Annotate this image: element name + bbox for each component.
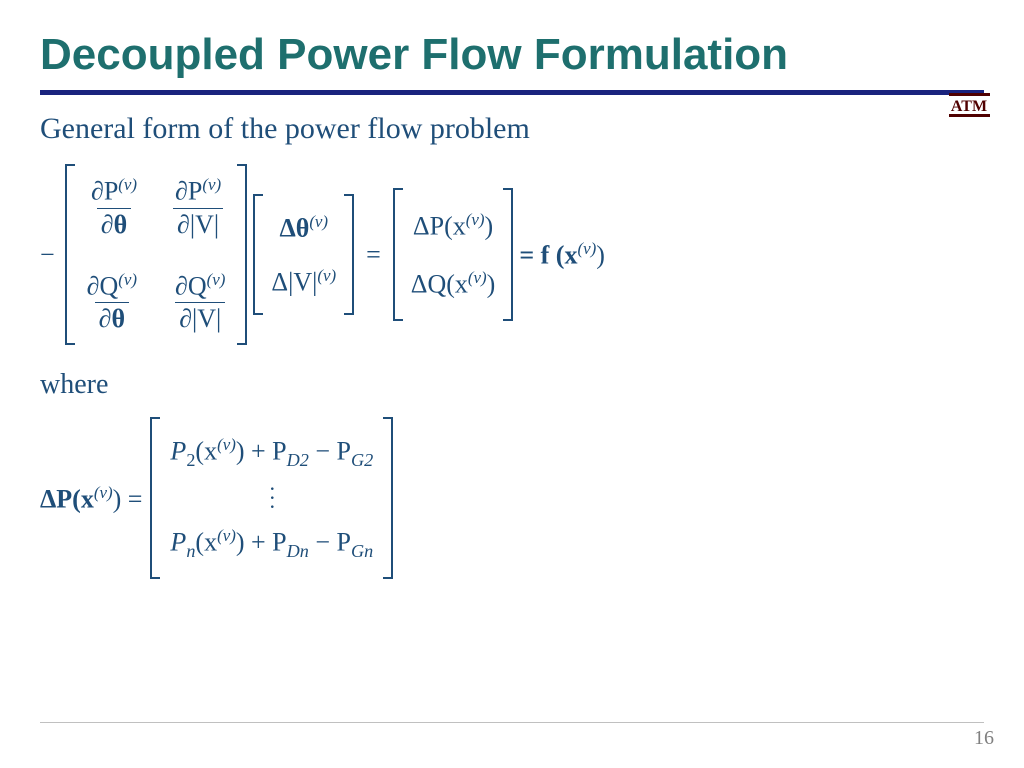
slide-title: Decoupled Power Flow Formulation bbox=[0, 0, 1024, 90]
title-divider bbox=[40, 90, 984, 95]
svg-text:ATM: ATM bbox=[951, 98, 987, 115]
delta-vector: Δθ(v) Δ|V|(v) bbox=[253, 194, 354, 315]
intro-text: General form of the power flow problem bbox=[40, 112, 984, 146]
equation-2: ΔP(x(v)) = P2(x(v)) + PD2 − PG2 ··· Pn(x… bbox=[40, 417, 984, 579]
minus-sign: − bbox=[40, 240, 55, 270]
dp-matrix: P2(x(v)) + PD2 − PG2 ··· Pn(x(v)) + PDn … bbox=[150, 417, 393, 579]
page-number: 16 bbox=[974, 727, 994, 750]
vdots: ··· bbox=[269, 485, 275, 511]
rhs-vector: ΔP(x(v)) ΔQ(x(v)) bbox=[393, 188, 514, 321]
slide-content: General form of the power flow problem −… bbox=[0, 107, 1024, 579]
f-of-x: = f (x(v)) bbox=[519, 239, 605, 271]
equation-1: − ∂P(v) ∂θ ∂P(v) ∂|V| bbox=[40, 164, 984, 345]
jacobian-matrix: ∂P(v) ∂θ ∂P(v) ∂|V| ∂Q(v) ∂θ bbox=[65, 164, 248, 345]
where-text: where bbox=[40, 369, 984, 401]
bottom-divider bbox=[40, 722, 984, 723]
dp-lhs: ΔP(x(v)) = bbox=[40, 483, 142, 515]
math-area: − ∂P(v) ∂θ ∂P(v) ∂|V| bbox=[40, 164, 984, 579]
tamu-logo: ATM bbox=[947, 90, 992, 120]
equals-1: = bbox=[366, 240, 381, 270]
